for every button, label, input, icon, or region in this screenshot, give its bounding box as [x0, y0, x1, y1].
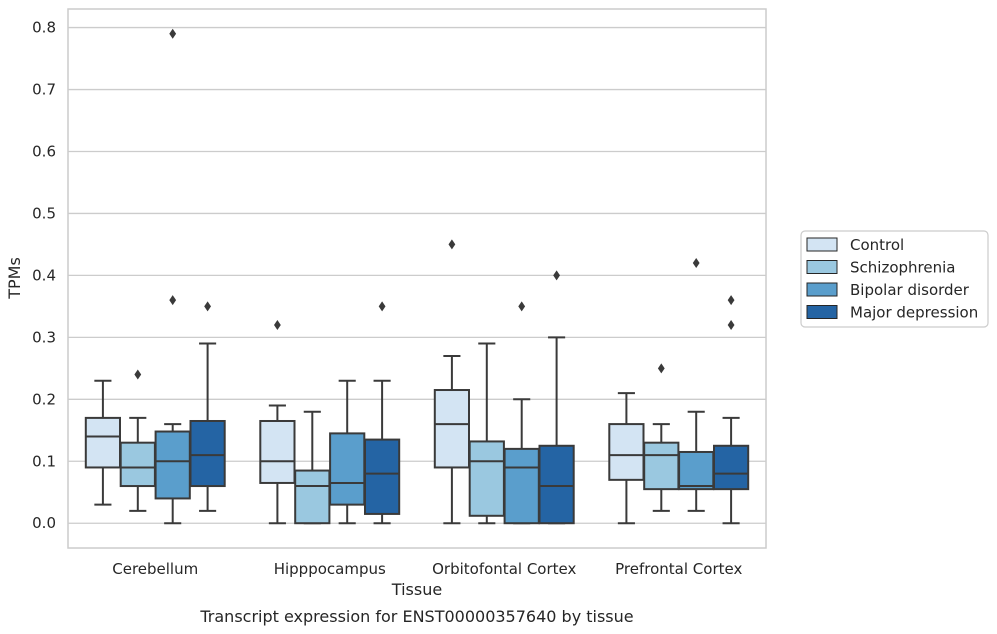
- box-iqr: [119, 441, 156, 488]
- legend-label: Control: [850, 236, 904, 254]
- box-plot: [678, 258, 715, 512]
- box-plot: [468, 342, 505, 525]
- box-plot: [363, 301, 401, 525]
- y-tick-label: 0.7: [32, 81, 56, 99]
- y-tick-labels: 0.0 0.1 0.2 0.3 0.4 0.5 0.6 0.7 0.8: [32, 19, 56, 533]
- box-iqr: [608, 423, 645, 481]
- y-axis-title: TPMs: [5, 257, 24, 300]
- legend-label: Schizophrenia: [850, 259, 955, 277]
- legend-swatch: [806, 237, 838, 252]
- x-tick-label: Cerebellum: [112, 560, 198, 578]
- y-tick-label: 0.6: [32, 142, 56, 160]
- x-tick-labels: Cerebellum Hipppocampus Orbitofontal Corte…: [112, 560, 742, 578]
- box-plot: [538, 270, 575, 525]
- y-tick-label: 0.0: [32, 514, 56, 532]
- box-plot: [503, 301, 540, 525]
- outlier-point: [378, 301, 386, 312]
- outlier-point: [169, 28, 177, 39]
- box-iqr: [643, 441, 680, 491]
- box-plot: [154, 28, 191, 525]
- y-gridlines: [68, 26, 766, 524]
- box-iqr: [154, 430, 191, 500]
- box-iqr: [433, 389, 471, 469]
- box-iqr: [84, 416, 122, 469]
- legend-swatch: [806, 305, 838, 319]
- box-plot: [433, 239, 471, 525]
- legend: Control Schizophrenia Bipolar disorder Majo…: [800, 230, 989, 328]
- box-iqr: [468, 440, 505, 517]
- y-tick-label: 0.1: [32, 452, 56, 470]
- box-plot: [294, 410, 331, 525]
- box-iqr: [678, 450, 715, 491]
- y-tick-label: 0.3: [32, 328, 56, 346]
- box-iqr: [712, 444, 750, 491]
- legend-label: Bipolar disorder: [850, 281, 970, 299]
- outlier-point: [518, 301, 526, 312]
- outlier-point: [727, 295, 735, 306]
- outlier-point: [657, 363, 665, 374]
- box-plot: [259, 319, 296, 525]
- x-tick-label: Hipppocampus: [274, 560, 386, 578]
- box-groups: [84, 28, 750, 525]
- box-plot: [189, 301, 226, 512]
- chart-caption: Transcript expression for ENST0000035764…: [199, 607, 633, 626]
- x-axis-title: Tissue: [391, 580, 442, 599]
- legend-label: Major depression: [850, 304, 978, 322]
- box-iqr: [503, 447, 540, 525]
- y-tick-label: 0.4: [32, 266, 56, 284]
- box-iqr: [363, 438, 401, 515]
- box-iqr: [538, 444, 575, 525]
- outlier-point: [134, 369, 142, 380]
- outlier-point: [274, 319, 281, 330]
- y-tick-label: 0.2: [32, 390, 56, 408]
- outlier-point: [204, 301, 211, 312]
- x-tick-label: Prefrontal Cortex: [615, 560, 742, 578]
- outlier-point: [727, 319, 735, 330]
- box-iqr: [189, 419, 226, 488]
- box-plot: [712, 295, 750, 525]
- box-plot: [84, 379, 122, 506]
- outlier-point: [553, 270, 560, 281]
- box-plot: [329, 379, 366, 525]
- legend-swatch: [806, 260, 838, 274]
- box-plot: [643, 363, 680, 512]
- legend-frame: [800, 230, 989, 328]
- x-tick-label: Orbitofontal Cortex: [432, 560, 576, 578]
- outlier-point: [448, 239, 456, 250]
- box-iqr: [294, 469, 331, 525]
- legend-swatch: [806, 282, 838, 297]
- outlier-point: [692, 258, 700, 269]
- y-tick-label: 0.5: [32, 204, 56, 222]
- box-iqr: [329, 432, 366, 506]
- outlier-point: [169, 295, 177, 306]
- y-tick-label: 0.8: [32, 19, 56, 37]
- plot-area-frame: [67, 8, 767, 549]
- box-iqr: [259, 419, 296, 484]
